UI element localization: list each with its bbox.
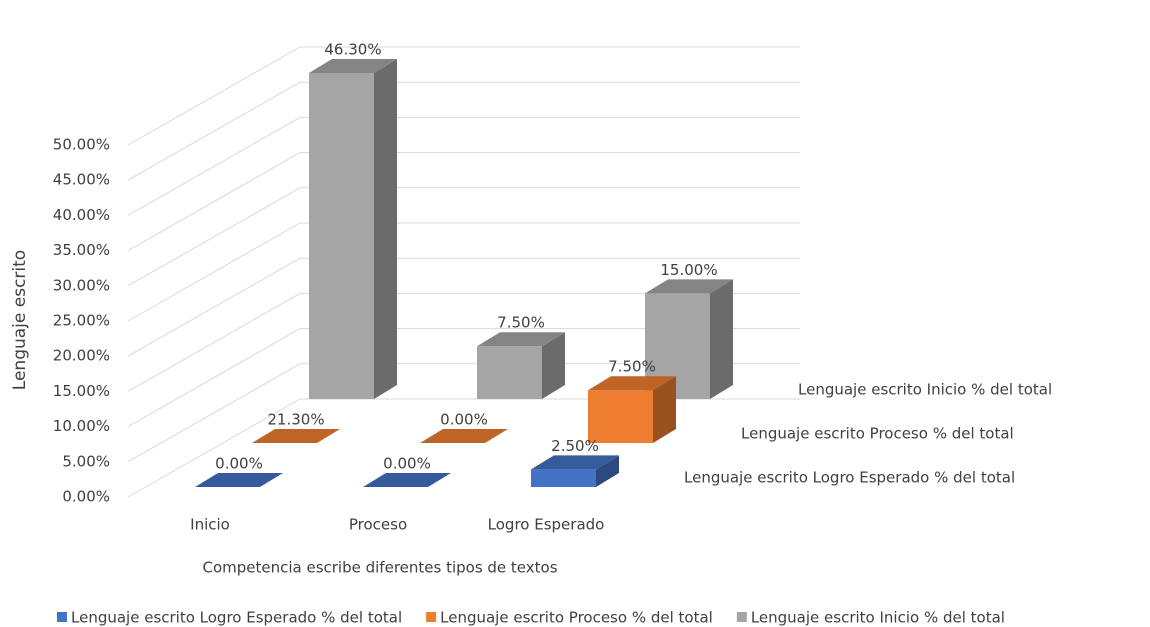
bar — [195, 473, 283, 487]
grid-line — [127, 222, 301, 322]
grid-line — [127, 81, 301, 181]
y-axis-title: Lenguaje escrito — [10, 250, 30, 390]
grid-line — [127, 257, 301, 357]
bar-top — [531, 455, 619, 470]
bar — [363, 473, 451, 487]
bar-top — [195, 473, 283, 487]
bar-top — [363, 473, 451, 487]
y-tick-label: 10.00% — [53, 417, 110, 435]
value-label: 0.00% — [440, 411, 488, 429]
legend-swatch — [426, 612, 437, 622]
legend-label: Lenguaje escrito Proceso % del total — [440, 609, 713, 627]
grid-line — [127, 152, 301, 252]
grid-line — [127, 328, 301, 428]
bar-side — [596, 455, 619, 487]
value-label: 21.30% — [267, 411, 324, 429]
legend-label: Lenguaje escrito Logro Esperado % del to… — [71, 609, 402, 627]
bar — [309, 59, 397, 399]
x-tick-label: Inicio — [190, 516, 230, 534]
value-label: 0.00% — [383, 455, 431, 473]
bar-side — [653, 376, 676, 443]
bar — [645, 279, 733, 399]
y-tick-label: 20.00% — [53, 347, 110, 365]
y-tick-label: 30.00% — [53, 276, 110, 294]
value-label: 46.30% — [324, 41, 381, 59]
y-tick-label: 25.00% — [53, 312, 110, 330]
bar-front — [645, 293, 710, 399]
bar — [588, 376, 676, 443]
bar — [420, 429, 508, 443]
bar — [477, 332, 565, 399]
bar-top — [252, 429, 340, 443]
value-label: 7.50% — [608, 358, 656, 376]
y-tick-label: 45.00% — [53, 171, 110, 189]
y-tick-label: 5.00% — [62, 452, 110, 470]
value-label: 0.00% — [215, 455, 263, 473]
bar-top — [645, 279, 733, 294]
depth-label: Lenguaje escrito Proceso % del total — [741, 425, 1014, 443]
legend-label: Lenguaje escrito Inicio % del total — [751, 609, 1005, 627]
y-tick-label: 40.00% — [53, 206, 110, 224]
value-label: 7.50% — [497, 314, 545, 332]
y-tick-label: 15.00% — [53, 382, 110, 400]
bar-front — [588, 390, 653, 443]
grid-line — [127, 398, 301, 498]
bar-top — [588, 376, 676, 391]
grid-line — [127, 187, 301, 287]
depth-label: Lenguaje escrito Inicio % del total — [798, 381, 1052, 399]
grid-line — [127, 292, 301, 392]
grid-line — [127, 363, 301, 463]
y-tick-label: 0.00% — [62, 488, 110, 506]
legend-swatch — [736, 612, 747, 622]
grid-line — [127, 116, 301, 216]
bar-front — [531, 469, 596, 487]
bar-side — [710, 279, 733, 399]
bar-top — [477, 332, 565, 347]
x-axis-title: Competencia escribe diferentes tipos de … — [202, 559, 557, 577]
bar-top — [309, 59, 397, 74]
x-tick-label: Logro Esperado — [488, 516, 605, 534]
depth-label: Lenguaje escrito Logro Esperado % del to… — [684, 469, 1015, 487]
y-tick-label: 50.00% — [53, 136, 110, 154]
value-label: 2.50% — [551, 437, 599, 455]
bar-front — [309, 73, 374, 399]
bar-side — [374, 59, 397, 399]
bar — [531, 455, 619, 487]
x-tick-label: Proceso — [349, 516, 407, 534]
bar — [252, 429, 340, 443]
legend-swatch — [57, 612, 67, 622]
grid-line — [127, 46, 301, 146]
bar-front — [477, 346, 542, 399]
value-label: 15.00% — [660, 261, 717, 279]
bar-side — [542, 332, 565, 399]
bar-top — [420, 429, 508, 443]
y-tick-label: 35.00% — [53, 241, 110, 259]
